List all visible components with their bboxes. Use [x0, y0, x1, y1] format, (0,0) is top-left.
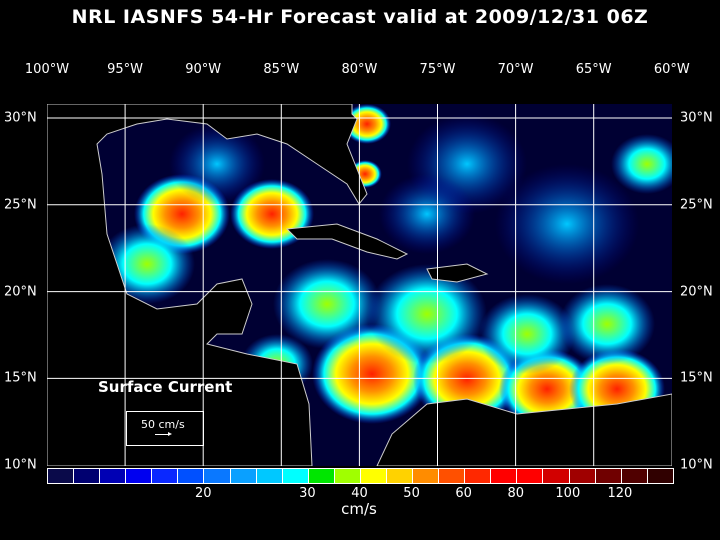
colorbar-swatch	[204, 469, 230, 483]
colorbar-swatch	[595, 469, 621, 483]
colorbar-tick-label: 120	[607, 486, 633, 501]
colorbar-tick-label: 20	[194, 486, 212, 501]
colorbar-swatch	[647, 469, 673, 483]
longitude-label: 70°W	[497, 62, 534, 77]
colorbar-swatch	[439, 469, 465, 483]
latitude-label: 25°N	[4, 197, 37, 213]
colorbar-swatch	[465, 469, 491, 483]
colorbar-swatch	[387, 469, 413, 483]
hispaniola-land	[426, 263, 489, 283]
colorbar	[47, 468, 674, 484]
graticule	[47, 104, 672, 466]
colorbar-swatch	[256, 469, 282, 483]
colorbar-swatch	[178, 469, 204, 483]
longitude-label: 100°W	[24, 62, 70, 77]
colorbar-tick-label: 60	[455, 486, 472, 501]
colorbar-swatch	[569, 469, 595, 483]
current-speed-patch	[559, 284, 655, 364]
colorbar-swatch	[360, 469, 387, 483]
current-speed-patch	[169, 124, 265, 204]
colorbar-swatch	[491, 469, 517, 483]
colorbar-swatch	[621, 469, 647, 483]
colorbar-swatch	[308, 469, 334, 483]
longitude-label: 75°W	[419, 62, 456, 77]
latitude-label: 20°N	[4, 284, 37, 300]
current-speed-patch	[379, 174, 475, 254]
longitude-label: 85°W	[263, 62, 300, 77]
colorbar-tick-label: 40	[351, 486, 368, 501]
current-speed-patch	[273, 259, 381, 349]
reference-vector-box: 50 cm/s	[126, 411, 204, 446]
current-speed-patch	[367, 264, 487, 364]
land-masses	[47, 104, 672, 466]
reference-arrow-icon	[155, 432, 172, 436]
colorbar-tick-label: 80	[507, 486, 525, 501]
latitude-label: 10°N	[4, 457, 37, 473]
cuba-land	[285, 223, 409, 260]
colorbar-unit: cm/s	[341, 500, 377, 518]
colorbar-swatch	[48, 469, 74, 483]
longitude-label: 65°W	[575, 62, 612, 77]
north-america-land	[47, 104, 368, 466]
latitude-label: 25°N	[680, 197, 713, 213]
latitude-label: 15°N	[680, 370, 713, 386]
colorbar-swatch	[334, 469, 360, 483]
latitude-label: 20°N	[680, 284, 713, 300]
current-speed-map	[47, 104, 672, 466]
south-america-land	[376, 393, 672, 466]
colorbar-swatch	[230, 469, 256, 483]
longitude-label: 90°W	[185, 62, 222, 77]
latitude-label: 30°N	[4, 110, 37, 126]
colorbar-swatch	[517, 469, 543, 483]
current-speed-patch	[479, 294, 575, 374]
latitude-label: 10°N	[680, 457, 713, 473]
latitude-label: 30°N	[680, 110, 713, 126]
figure-title: NRL IASNFS 54-Hr Forecast valid at 2009/…	[71, 6, 649, 28]
colorbar-swatch	[126, 469, 152, 483]
colorbar-swatch	[282, 469, 308, 483]
colorbar-swatch	[543, 469, 569, 483]
colorbar-swatch	[100, 469, 126, 483]
current-speed-patch	[343, 104, 391, 144]
current-speed-patch	[611, 134, 672, 194]
longitude-label: 60°W	[653, 62, 690, 77]
legend-title: Surface Current	[98, 378, 233, 396]
colorbar-swatch	[413, 469, 439, 483]
colorbar-tick-label: 50	[403, 486, 420, 501]
colorbar-swatch	[152, 469, 178, 483]
current-speed-patch	[495, 164, 639, 284]
colorbar-swatch	[74, 469, 100, 483]
longitude-label: 80°W	[341, 62, 378, 77]
colorbar-tick-label: 100	[555, 486, 581, 501]
colorbar-tick-label: 30	[299, 486, 316, 501]
longitude-label: 95°W	[107, 62, 144, 77]
latitude-label: 15°N	[4, 370, 37, 386]
reference-vector-label: 50 cm/s	[141, 418, 185, 431]
